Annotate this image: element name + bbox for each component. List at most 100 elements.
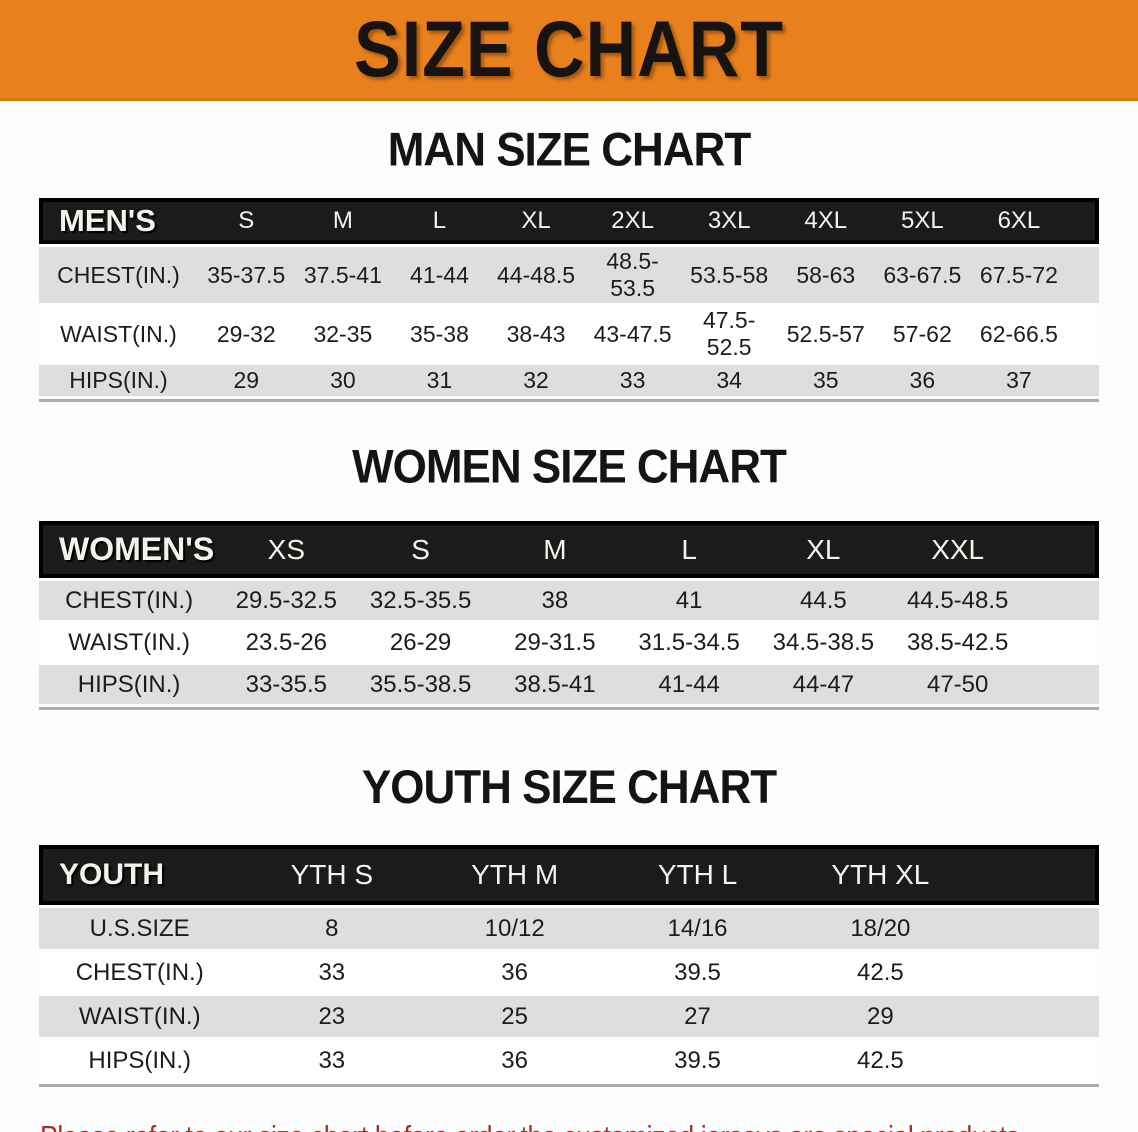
table-row: CHEST(IN.) 33 36 39.5 42.5: [39, 952, 1099, 993]
table-row: HIPS(IN.) 33-35.5 35.5-38.5 38.5-41 41-44 44…: [39, 665, 1099, 704]
size-value-cell: 34: [680, 365, 778, 396]
table-header-row: MEN'S S M L XL 2XL 3XL 4XL 5XL 6XL: [39, 198, 1099, 244]
table-header-row: WOMEN'S XS S M L XL XXL: [39, 521, 1099, 578]
size-column-header: YTH S: [240, 845, 424, 905]
size-value-cell: 18/20: [788, 908, 972, 949]
size-value-cell: 33-35.5: [219, 665, 354, 704]
row-label: U.S.SIZE: [39, 908, 241, 949]
row-spacer-cell: [971, 996, 1099, 1037]
size-chart-section: YOUTH SIZE CHART YOUTH YTH S YTH M YTH L YT…: [0, 710, 1138, 1087]
size-value-cell: 33: [240, 952, 424, 993]
size-value-cell: 31.5-34.5: [621, 623, 757, 662]
row-label: CHEST(IN.): [39, 952, 241, 993]
size-value-cell: 44-48.5: [487, 247, 585, 303]
size-value-cell: 35.5-38.5: [353, 665, 488, 704]
size-column-header: XS: [219, 521, 354, 578]
section-title: YOUTH SIZE CHART: [361, 760, 777, 814]
table-row: HIPS(IN.) 33 36 39.5 42.5: [39, 1040, 1099, 1081]
table-row: HIPS(IN.) 29 30 31 32 33 34 35 36 37: [39, 365, 1099, 396]
size-value-cell: 33: [240, 1040, 424, 1081]
table-row: CHEST(IN.) 35-37.5 37.5-41 41-44 44-48.5 48.…: [39, 247, 1099, 303]
size-value-cell: 38.5-41: [487, 665, 622, 704]
size-value-cell: 41-44: [621, 665, 757, 704]
size-value-cell: 42.5: [788, 1040, 972, 1081]
size-value-cell: 35-37.5: [198, 247, 295, 303]
size-chart-section: MAN SIZE CHART MEN'S S M L XL 2XL 3XL 4XL 5XL 6X…: [0, 101, 1138, 402]
header-spacer-cell: [1024, 521, 1099, 578]
size-value-cell: 38: [487, 581, 622, 620]
banner: SIZE CHART: [0, 0, 1138, 101]
size-value-cell: 23: [240, 996, 424, 1037]
row-label: WAIST(IN.): [39, 623, 220, 662]
size-value-cell: 27: [606, 996, 789, 1037]
table-body: U.S.SIZE 8 10/12 14/16 18/20 CHEST(IN.) 33 3…: [39, 908, 1099, 1081]
size-value-cell: 26-29: [353, 623, 488, 662]
table-group-label: WOMEN'S: [39, 521, 220, 578]
size-value-cell: 25: [423, 996, 607, 1037]
table-group-label: MEN'S: [39, 198, 198, 244]
section-title: WOMEN SIZE CHART: [352, 440, 787, 494]
section-title: MAN SIZE CHART: [387, 123, 751, 177]
size-column-header: 4XL: [777, 198, 875, 244]
size-column-header: XL: [487, 198, 585, 244]
size-value-cell: 52.5-57: [777, 306, 875, 362]
size-value-cell: 33: [584, 365, 681, 396]
size-value-cell: 41: [621, 581, 757, 620]
size-value-cell: 32-35: [294, 306, 392, 362]
sections-container: MAN SIZE CHART MEN'S S M L XL 2XL 3XL 4XL 5XL 6X…: [0, 101, 1138, 1087]
table-body: CHEST(IN.) 29.5-32.5 32.5-35.5 38 41 44.5 44.…: [39, 581, 1099, 704]
size-value-cell: 32.5-35.5: [353, 581, 488, 620]
size-value-cell: 67.5-72: [970, 247, 1068, 303]
row-label: WAIST(IN.): [39, 996, 241, 1037]
size-column-header: 2XL: [584, 198, 681, 244]
page-title: SIZE CHART: [354, 5, 784, 93]
size-value-cell: 29.5-32.5: [219, 581, 354, 620]
row-spacer-cell: [1024, 623, 1099, 662]
size-value-cell: 43-47.5: [584, 306, 681, 362]
size-value-cell: 8: [240, 908, 424, 949]
table-row: U.S.SIZE 8 10/12 14/16 18/20: [39, 908, 1099, 949]
size-column-header: 5XL: [874, 198, 971, 244]
size-value-cell: 31: [391, 365, 488, 396]
size-value-cell: 44.5: [756, 581, 891, 620]
size-value-cell: 35-38: [391, 306, 488, 362]
size-value-cell: 23.5-26: [219, 623, 354, 662]
size-column-header: M: [487, 521, 622, 578]
table-row: WAIST(IN.) 23 25 27 29: [39, 996, 1099, 1037]
row-spacer-cell: [1067, 306, 1099, 362]
size-value-cell: 30: [294, 365, 392, 396]
size-value-cell: 29: [198, 365, 295, 396]
size-column-header: 6XL: [970, 198, 1068, 244]
size-column-header: S: [353, 521, 488, 578]
size-value-cell: 10/12: [423, 908, 607, 949]
row-label: CHEST(IN.): [39, 247, 198, 303]
size-chart-section: WOMEN SIZE CHART WOMEN'S XS S M L XL XXL CHES…: [0, 402, 1138, 710]
row-spacer-cell: [971, 952, 1099, 993]
row-label: HIPS(IN.): [39, 1040, 241, 1081]
size-table: WOMEN'S XS S M L XL XXL CHEST(IN.) 29.5-32.5 3…: [39, 518, 1099, 710]
table-body: CHEST(IN.) 35-37.5 37.5-41 41-44 44-48.5 48.…: [39, 247, 1099, 396]
size-column-header: 3XL: [680, 198, 778, 244]
size-value-cell: 36: [874, 365, 971, 396]
size-value-cell: 63-67.5: [874, 247, 971, 303]
size-value-cell: 44-47: [756, 665, 891, 704]
size-value-cell: 39.5: [606, 952, 789, 993]
size-value-cell: 62-66.5: [970, 306, 1068, 362]
row-spacer-cell: [1024, 581, 1099, 620]
size-value-cell: 29: [788, 996, 972, 1037]
row-spacer-cell: [1024, 665, 1099, 704]
size-value-cell: 47-50: [890, 665, 1025, 704]
size-column-header: M: [294, 198, 392, 244]
size-value-cell: 37: [970, 365, 1068, 396]
table-head: YOUTH YTH S YTH M YTH L YTH XL: [39, 845, 1099, 905]
size-table: YOUTH YTH S YTH M YTH L YTH XL U.S.SIZE 8 10…: [39, 842, 1099, 1087]
row-label: WAIST(IN.): [39, 306, 198, 362]
size-value-cell: 53.5-58: [680, 247, 778, 303]
size-column-header: XXL: [890, 521, 1025, 578]
size-value-cell: 42.5: [788, 952, 972, 993]
size-column-header: YTH M: [423, 845, 607, 905]
row-spacer-cell: [1067, 365, 1099, 396]
size-value-cell: 39.5: [606, 1040, 789, 1081]
size-value-cell: 36: [423, 1040, 607, 1081]
